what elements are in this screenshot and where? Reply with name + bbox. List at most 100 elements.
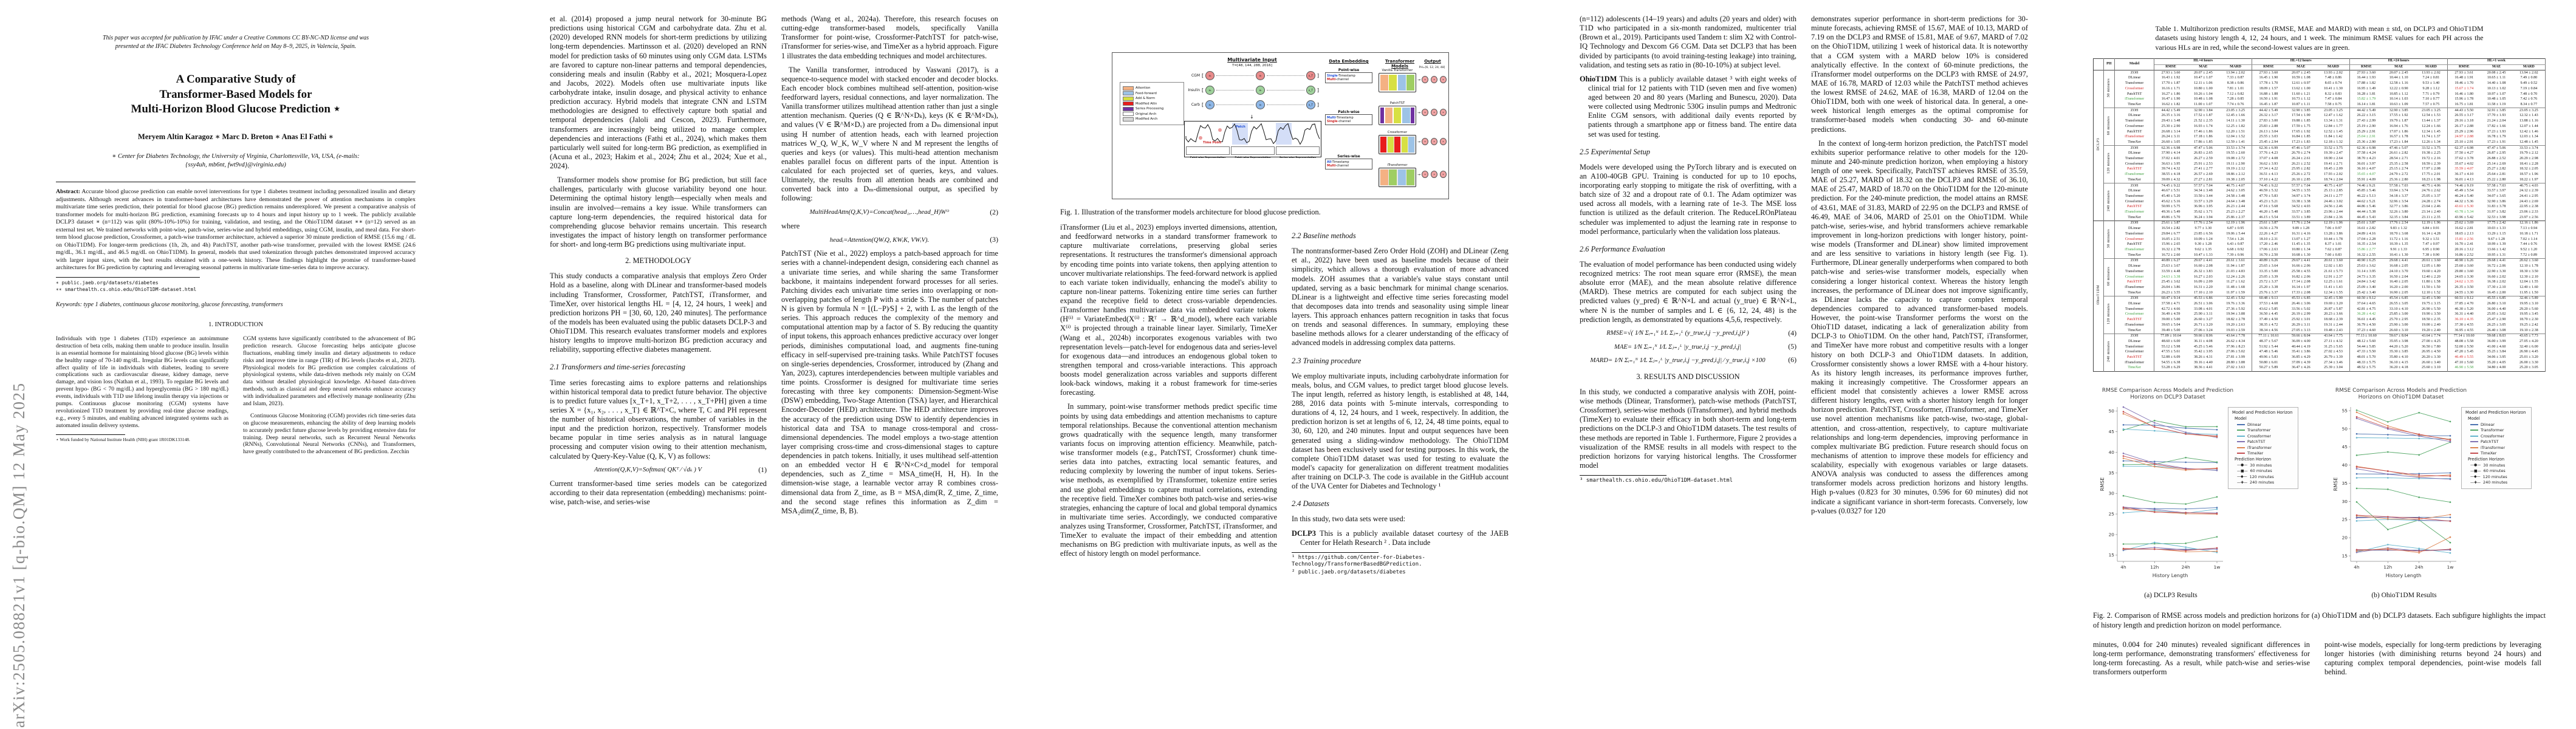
legend-horizon-item: —●— 30 minutes — [2237, 462, 2272, 468]
input-node-icon: x_T — [1306, 86, 1315, 95]
legend-horizon-item: —◆— 120 minutes — [2470, 474, 2507, 479]
equation-number: (2) — [990, 208, 998, 216]
page3-left-column: iTransformer (Liu et al., 2023) employs … — [1060, 223, 1277, 577]
output-node-icon: x — [1440, 76, 1447, 83]
page2-right-column: methods (Wang et al., 2024a). Therefore,… — [781, 15, 998, 521]
fig1-legend-item: Series Processing — [1123, 106, 1181, 111]
legend-line-icon — [2470, 423, 2478, 425]
results-table: PH Model HL=4 hours HL=12 hours HL=24 hours H… — [2093, 58, 2546, 372]
authors-line: Meryem Altin Karagoz ∗ Marc D. Breton ∗ … — [138, 132, 334, 142]
legend-model-item: PatchTST — [2237, 439, 2294, 444]
svg-text:45: 45 — [2109, 429, 2115, 434]
acceptance-note: This paper was accepted for publication … — [102, 35, 369, 50]
paragraph: (n=112) adolescents (14–19 years) and ad… — [1580, 15, 1797, 69]
svg-text:35: 35 — [2342, 481, 2348, 486]
fig1-output-row: → x x x — [1417, 171, 1447, 178]
table1-results: PH Model HL=4 hours HL=12 hours HL=24 hours H… — [2093, 58, 2546, 372]
svg-text:25: 25 — [2109, 512, 2115, 517]
input-node-icon: x_T — [1306, 100, 1315, 109]
paragraph: In the context of long-term horizon pred… — [1811, 139, 2028, 515]
subsection-heading: 2.1 Transformers and time-series forecas… — [550, 363, 685, 372]
chart-plot: 15 20 25 30 35 40 45 50 55 4h 12h 24h 1w RMSE History … — [2331, 402, 2461, 587]
legend-horizon-item: —◆— 120 minutes — [2237, 474, 2274, 479]
footnote-ohio-url: ∗∗ smarthealth.cs.ohio.edu/OhioT1DM-data… — [56, 286, 197, 292]
fig1-embedding-series-wise: Series-wise All-Timestamp Multi-channel — [1325, 155, 1372, 169]
chart-legend: Model and Prediction Horizon Model Dlinear… — [2228, 407, 2298, 489]
abstract-label: Abstract: — [56, 188, 81, 196]
svg-text:History Length: History Length — [2153, 573, 2188, 578]
fig1-t-label: T=[48, 144, 288, 2016] — [1232, 64, 1272, 67]
table1-caption: Table 1. Multihorizon prediction results… — [2155, 24, 2484, 52]
footnote-rule — [56, 276, 200, 278]
equation: MAE= 1⁄N Σᵢ₌₁ᴺ 1⁄L Σⱼ₌₁ᴸ |y_true,i,j −y_… — [1580, 343, 1797, 351]
subsection-heading: 2.2 Baseline methods — [1292, 231, 1356, 240]
paragraph: minutes, 0.004 for 240 minutes) revealed… — [2093, 640, 2310, 677]
subsection-heading: 2.4 Datasets — [1292, 499, 1329, 508]
svg-text:45: 45 — [2342, 444, 2348, 450]
chart-title: RMSE Comparison Across Models and Predic… — [2335, 387, 2467, 401]
svg-text:24h: 24h — [2182, 564, 2190, 570]
legend-line-icon — [2237, 441, 2245, 443]
legend-line-icon — [2470, 447, 2478, 448]
legend-line-icon — [2237, 435, 2245, 437]
legend-horizon-item: —✚— 240 minutes — [2237, 480, 2275, 485]
fig1-output-title: Output — [1424, 59, 1441, 64]
keywords-line: Keywords: type 1 diabetes, continuous gl… — [56, 301, 283, 308]
subsection-heading: 2.6 Performance Evaluation — [1580, 244, 1665, 253]
fig1-legend-item: Attention — [1123, 86, 1181, 91]
output-node-icon: x — [1440, 171, 1447, 178]
paragraph: In this study, we conducted a comparativ… — [1580, 387, 1797, 470]
page2-left-column: et al. (2014) proposed a jump neural net… — [550, 15, 767, 521]
legend-swatch-icon — [1123, 117, 1134, 122]
fig1-model-itransformer: iTransformer — [1379, 163, 1416, 187]
legend-swatch-icon — [1123, 106, 1134, 111]
page-5: Table 1. Multihorizon prediction results… — [2093, 0, 2546, 729]
fig1-representation-thumb — [1186, 146, 1230, 155]
section-1-heading: 1. INTRODUCTION — [208, 321, 263, 328]
output-node-icon: x — [1431, 76, 1437, 83]
fig1-output-row: → x x x — [1417, 76, 1447, 83]
svg-text:15: 15 — [2342, 553, 2348, 559]
figure2-charts: RMSE Comparison Across Models and Predic… — [2098, 387, 2546, 599]
equation-body: MARD= 1⁄N Σᵢ₌₁ᴺ 1⁄L Σⱼ₌₁ᴸ |y_true,i,j −y… — [1590, 357, 1766, 364]
svg-text:4h: 4h — [2120, 564, 2126, 570]
svg-text:15: 15 — [2109, 553, 2115, 558]
svg-text:Time Point: Time Point — [1203, 141, 1222, 145]
fig1-legend-item: Original Arch — [1123, 112, 1181, 116]
legend-line-icon — [2237, 423, 2245, 425]
paragraph: The nontransformer-based Zero Order Hold… — [1292, 247, 1509, 347]
svg-text:25: 25 — [2342, 517, 2348, 522]
legend-line-icon — [2470, 453, 2478, 454]
paragraph: Transformer models show promise for BG p… — [550, 176, 767, 248]
footnote: ³ smarthealth.cs.ohio.edu/OhioT1DM-datas… — [1580, 477, 1733, 484]
svg-text:History Length: History Length — [2386, 573, 2422, 578]
svg-text:50: 50 — [2109, 408, 2115, 414]
chart-svg: 15 20 25 30 35 40 45 50 4h 12h 24h 1w RMSE History Le… — [2098, 402, 2228, 585]
output-node-icon: x — [1422, 138, 1429, 145]
paragraph: et al. (2014) proposed a jump neural net… — [550, 15, 767, 170]
fig1-embedding-patch-wise: Patch-wise Multi-Timestamp Single-channel — [1325, 111, 1372, 125]
list-item-lead: DCLP3 — [1292, 529, 1316, 538]
fig1-model-patchtst: PatchTST — [1379, 101, 1416, 125]
paragraph: PatchTST (Nie et al., 2022) employs a pa… — [781, 249, 998, 515]
fig1-output-row: → x x x — [1417, 138, 1447, 145]
input-node-icon: xₜ — [1256, 86, 1265, 95]
svg-text:20: 20 — [2342, 535, 2348, 541]
chart-svg: 15 20 25 30 35 40 45 50 55 4h 12h 24h 1w RMSE History … — [2331, 402, 2461, 585]
figure2-panel-dclp3: RMSE Comparison Across Models and Predic… — [2098, 388, 2298, 599]
output-node-icon: x — [1431, 171, 1437, 178]
page-1: This paper was accepted for publication … — [56, 0, 416, 729]
svg-text:12h: 12h — [2383, 564, 2392, 570]
subsection-heading: 2.5 Experimental Setup — [1580, 147, 1650, 156]
abstract-text: Accurate blood glucose prediction can en… — [56, 188, 416, 272]
fig1-embedding-point-wise: Point-wise Single-Timestamp Multi-channel — [1325, 69, 1372, 83]
equation-body: RMSE=√( 1⁄N Σᵢ₌₁ᴺ 1⁄L Σⱼ₌₁ᴸ (y_true,i,j … — [1606, 330, 1749, 337]
equation-number: (6) — [1788, 356, 1797, 364]
output-node-icon: x — [1422, 171, 1429, 178]
legend-model-item: PatchTST — [2470, 439, 2527, 444]
page-4: (n=112) adolescents (14–19 years) and ad… — [1580, 0, 2029, 729]
legend-swatch-icon — [1123, 112, 1134, 116]
legend-model-item: iTransformer — [2237, 445, 2294, 450]
fig1-legend: Attention Feed-forward Add & Norm Modified … — [1120, 82, 1184, 125]
paragraph: methods (Wang et al., 2024a). Therefore,… — [781, 15, 998, 60]
